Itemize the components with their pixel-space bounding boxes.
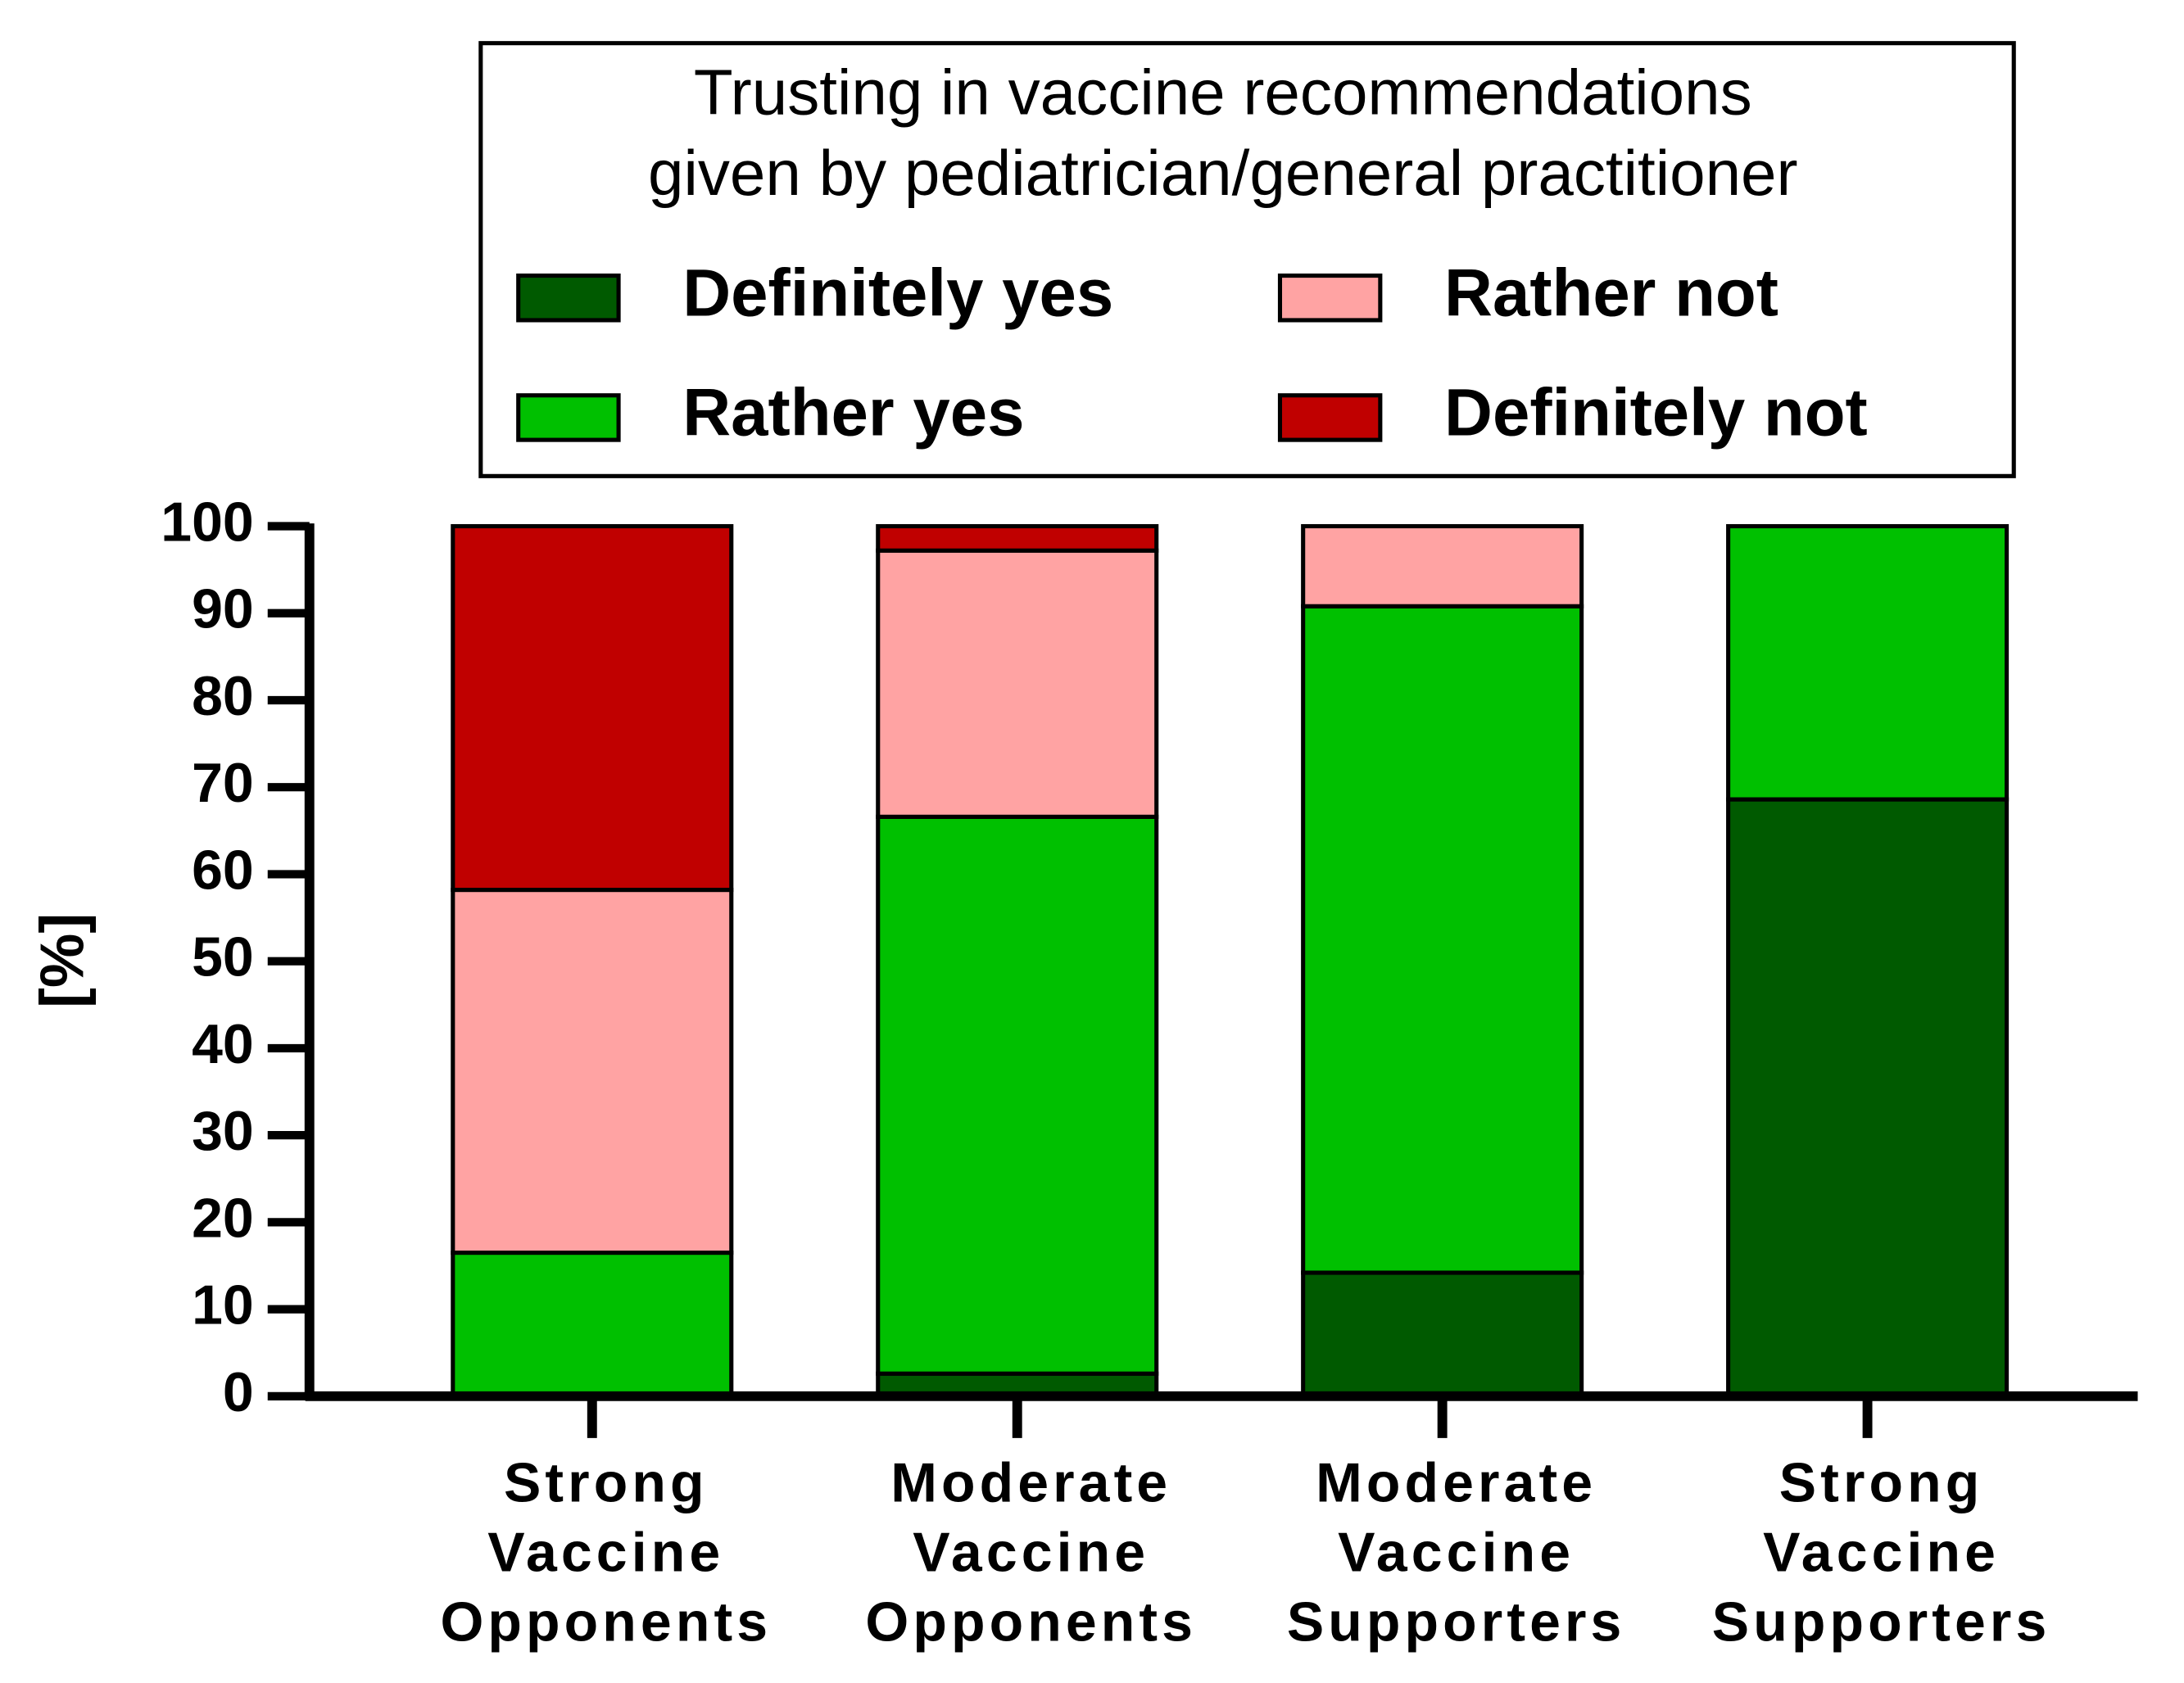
y-tick-label: 90 <box>192 578 254 640</box>
x-tick-label: Strong Vaccine Opponents <box>440 1451 772 1653</box>
bar-segment <box>1301 523 1584 609</box>
bar-segment <box>1726 797 2010 1399</box>
bar-segment <box>876 548 1159 819</box>
y-tick-label: 50 <box>192 926 254 989</box>
y-tick-label: 30 <box>192 1100 254 1162</box>
y-tick-label: 60 <box>192 839 254 901</box>
y-tick-label: 10 <box>192 1274 254 1337</box>
legend-swatch <box>1277 274 1383 323</box>
bar-segment <box>451 888 734 1255</box>
bar-segment <box>1301 1270 1584 1399</box>
x-tick-label: Strong Vaccine Supporters <box>1712 1451 2051 1653</box>
legend-title: Trusting in vaccine recommendations <box>694 57 1752 129</box>
legend-label: Definitely not <box>1444 375 1868 450</box>
y-tick-label: 100 <box>161 491 253 553</box>
bar-segment <box>876 814 1159 1376</box>
bar-segment <box>876 523 1159 553</box>
legend-label: Definitely yes <box>682 256 1113 330</box>
x-tick-label: Moderate Vaccine Opponents <box>865 1451 1197 1653</box>
y-axis-label: [%] <box>28 913 97 1008</box>
y-tick-label: 80 <box>192 665 254 727</box>
legend-swatch <box>1277 393 1383 442</box>
y-tick-label: 70 <box>192 752 254 814</box>
x-tick-label: Moderate Vaccine Supporters <box>1287 1451 1626 1653</box>
legend-title: given by pediatrician/general practition… <box>648 137 1798 209</box>
bar-segment <box>1726 523 2010 802</box>
legend-label: Rather yes <box>682 375 1024 450</box>
y-tick-label: 40 <box>192 1013 254 1075</box>
legend-label: Rather not <box>1444 256 1778 330</box>
legend-box <box>478 41 2016 478</box>
legend-swatch <box>516 274 621 323</box>
bar-segment <box>451 1251 734 1399</box>
y-tick-label: 0 <box>223 1361 254 1423</box>
y-tick-label: 20 <box>192 1187 254 1249</box>
legend-swatch <box>516 393 621 442</box>
bar-segment <box>1301 604 1584 1275</box>
bar-segment <box>451 523 734 893</box>
